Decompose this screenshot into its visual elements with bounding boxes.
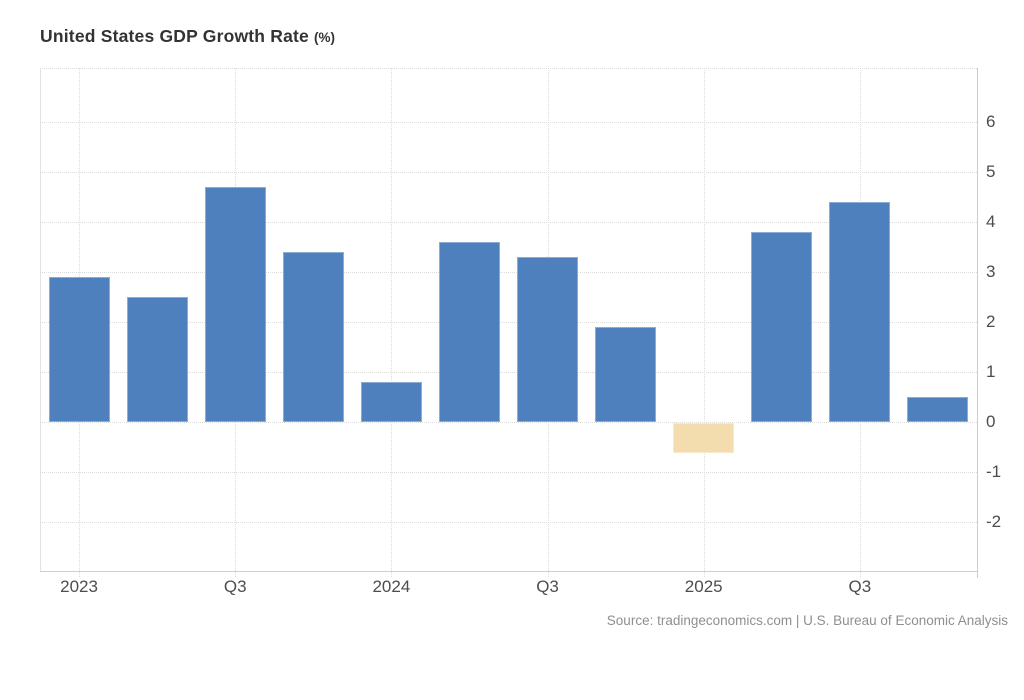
chart-title-text: United States GDP Growth Rate <box>40 26 309 46</box>
page-title: United States GDP Growth Rate (%) <box>40 26 335 47</box>
bar-q1-2024[interactable] <box>360 382 422 422</box>
bar-q1-2023[interactable] <box>48 277 110 422</box>
bar-q2-2024[interactable] <box>438 242 500 422</box>
x-axis-label-q3-2: Q3 <box>223 577 247 596</box>
h-gridline-0 <box>40 422 977 423</box>
y-axis-label-3: 3 <box>986 262 996 281</box>
y-axis-label-6: 6 <box>986 112 996 131</box>
y-axis-label-2: 2 <box>986 312 996 331</box>
x-axis-label-2024-4: 2024 <box>372 577 411 596</box>
y-axis-label-1: 1 <box>986 362 996 381</box>
v-gridline-2025-8 <box>703 68 705 577</box>
bar-q2-2023[interactable] <box>126 297 188 422</box>
h-gridline-3 <box>40 272 977 273</box>
bottom-axis-line <box>40 571 977 572</box>
h-gridline-6 <box>40 122 977 123</box>
bar-q4-2025[interactable] <box>907 397 969 422</box>
y-axis-label--1: -1 <box>986 462 1002 481</box>
bar-q4-2024[interactable] <box>595 327 657 422</box>
bar-q4-2023[interactable] <box>282 252 344 422</box>
chart-title-unit: (%) <box>314 30 335 45</box>
x-axis-label-2023-0: 2023 <box>60 577 98 596</box>
x-axis-label-2025-8: 2025 <box>684 577 723 596</box>
bar-q3-2023[interactable] <box>204 187 266 422</box>
plot-top-border <box>40 68 977 69</box>
right-axis-line <box>977 68 978 578</box>
h-gridline--1 <box>40 472 977 473</box>
plot-area: 6 5 4 3 2 1 0 -1 -2 2023 Q3 2024 Q3 2025 Q3 <box>40 68 1001 596</box>
bar-q3-2024[interactable] <box>517 257 579 422</box>
h-gridline-1 <box>40 372 977 373</box>
h-gridline--2 <box>40 522 977 523</box>
h-gridline-5 <box>40 172 977 173</box>
y-axis-label-5: 5 <box>986 162 996 181</box>
x-axis-label-q3-10: Q3 <box>848 577 872 596</box>
bar-q2-2025[interactable] <box>751 232 813 422</box>
source-credit: Source: tradingeconomics.com | U.S. Bure… <box>606 613 1008 628</box>
y-axis-label-4: 4 <box>986 212 996 231</box>
left-axis-line <box>40 68 41 571</box>
bar-q3-2025[interactable] <box>829 202 891 422</box>
v-gridline-2024-4 <box>391 68 393 577</box>
y-axis-label-0: 0 <box>986 412 996 431</box>
h-gridline-4 <box>40 222 977 223</box>
h-gridline-2 <box>40 322 977 323</box>
y-axis-label--2: -2 <box>986 512 1002 531</box>
x-axis-label-q3-6: Q3 <box>536 577 559 596</box>
bar-q1-2025[interactable] <box>673 423 735 453</box>
